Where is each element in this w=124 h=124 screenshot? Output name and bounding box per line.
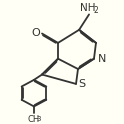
Text: NH: NH	[80, 3, 95, 13]
Text: CH: CH	[27, 115, 39, 124]
Text: N: N	[97, 54, 106, 64]
Text: O: O	[31, 28, 40, 38]
Text: 3: 3	[36, 116, 41, 122]
Text: S: S	[79, 79, 86, 90]
Text: 2: 2	[94, 6, 99, 15]
